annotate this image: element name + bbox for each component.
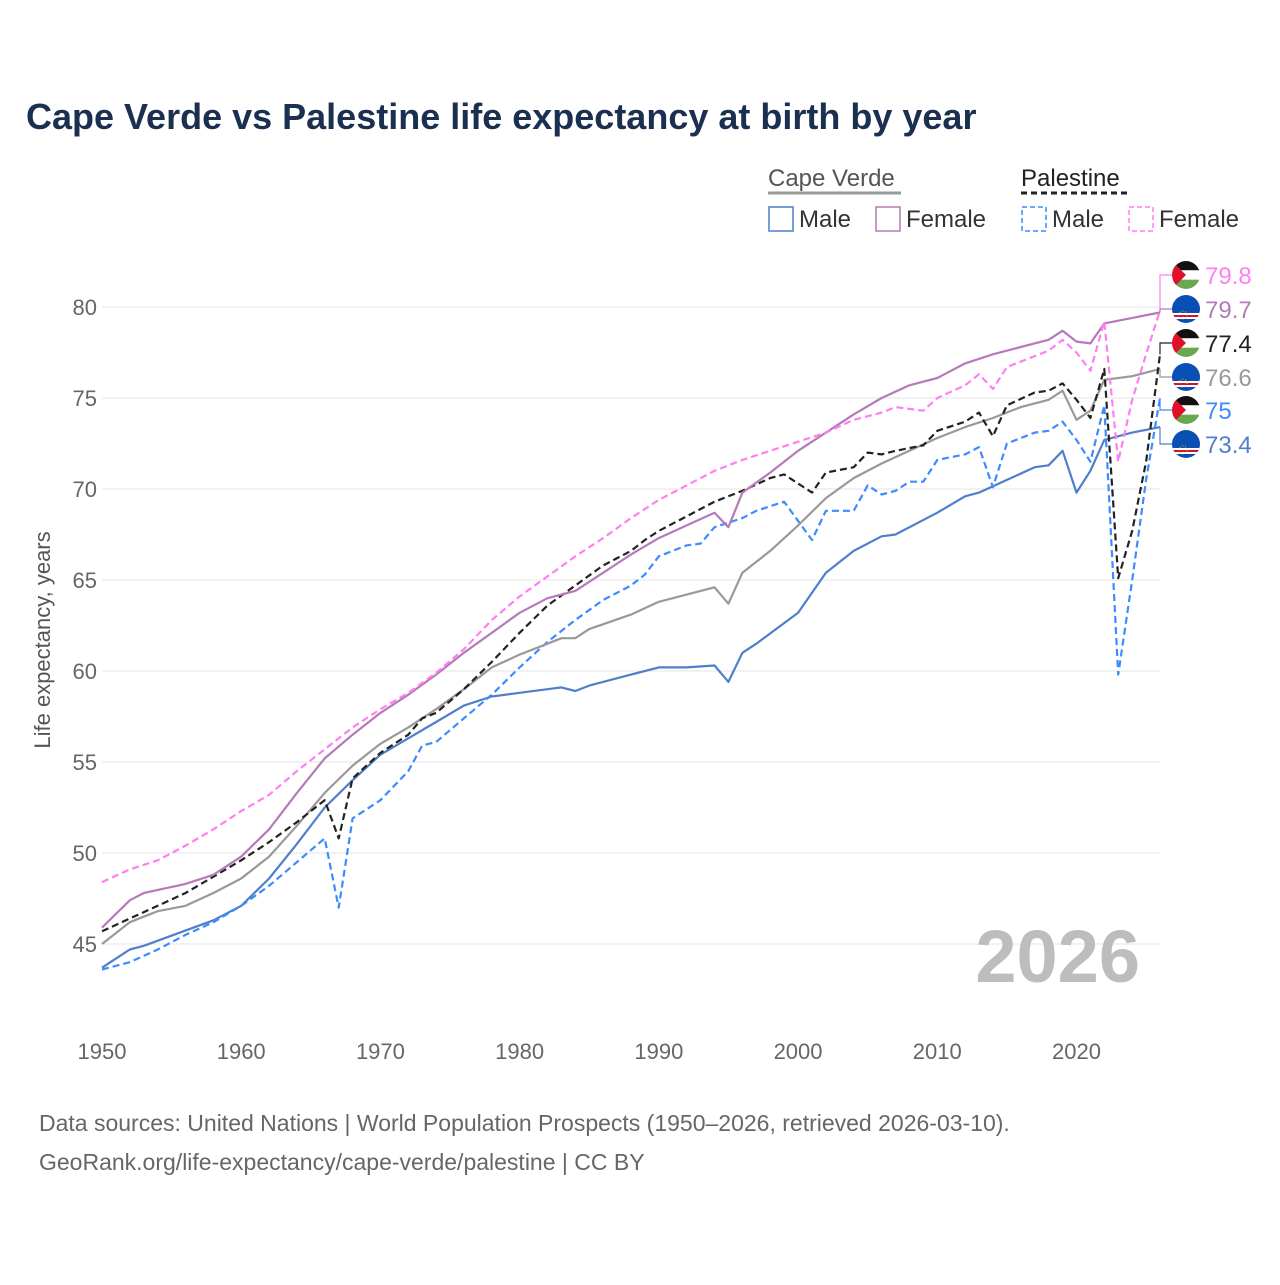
x-axis-ticks: 1950 1960 1970 1980 1990 2000 2010 2020 — [78, 1039, 1101, 1064]
x-tick-label: 1970 — [356, 1039, 405, 1064]
end-value-label: 76.6 — [1205, 365, 1252, 392]
x-tick-label: 1980 — [495, 1039, 544, 1064]
y-tick-label: 80 — [73, 295, 97, 320]
legend-label-cv-female: Female — [906, 206, 986, 233]
y-tick-label: 70 — [73, 477, 97, 502]
footer-url[interactable]: GeoRank.org/life-expectancy/cape-verde/p… — [39, 1149, 645, 1175]
x-tick-label: 1990 — [634, 1039, 683, 1064]
x-tick-label: 1950 — [78, 1039, 127, 1064]
footer-sources: Data sources: United Nations | World Pop… — [39, 1110, 1010, 1136]
end-label-connector — [1159, 427, 1172, 445]
end-value-label: 77.4 — [1205, 331, 1252, 358]
y-tick-label: 60 — [73, 659, 97, 684]
cape-verde-flag-icon — [1172, 430, 1200, 458]
end-label-connector — [1159, 398, 1172, 411]
end-label-connector — [1159, 308, 1172, 313]
x-tick-label: 2020 — [1052, 1039, 1101, 1064]
palestine-flag-icon — [1172, 261, 1200, 289]
series-line-cape-verde — [101, 367, 1161, 945]
legend-label-pal-female: Female — [1159, 206, 1239, 233]
palestine-flag-icon — [1172, 396, 1200, 424]
legend-swatch-cv-female — [875, 206, 901, 232]
legend-swatch-pal-male — [1021, 206, 1047, 232]
end-label-connector — [1159, 342, 1172, 355]
legend-label-cv-male: Male — [799, 206, 851, 233]
legend: Cape Verde Male Female Palestine Male Fe… — [768, 165, 1239, 233]
y-tick-label: 55 — [73, 750, 97, 775]
x-tick-label: 2000 — [774, 1039, 823, 1064]
series-line-cape-verde-female — [101, 311, 1161, 929]
end-label-connector — [1159, 368, 1172, 378]
legend-group-cape-verde: Cape Verde — [768, 165, 895, 192]
series-line-cape-verde-male — [101, 426, 1161, 969]
x-tick-label: 2010 — [913, 1039, 962, 1064]
series-line-palestine-male — [101, 397, 1162, 971]
series-line-palestine — [101, 354, 1162, 933]
end-labels: 79.8 79.7 77.4 76.6 75 73.4 — [1159, 261, 1252, 459]
y-axis-ticks: 45 50 55 60 65 70 75 80 — [73, 295, 97, 957]
legend-swatch-pal-female — [1128, 206, 1154, 232]
y-tick-label: 65 — [73, 568, 97, 593]
legend-group-palestine: Palestine — [1021, 165, 1120, 192]
series-line-palestine-female — [101, 310, 1162, 884]
legend-swatch-cv-male — [768, 206, 794, 232]
series-lines — [101, 310, 1162, 971]
grid — [102, 306, 1160, 945]
y-tick-label: 50 — [73, 841, 97, 866]
end-label-connector — [1159, 274, 1172, 311]
x-tick-label: 1960 — [217, 1039, 266, 1064]
y-axis-label: Life expectancy, years — [30, 531, 55, 748]
legend-label-pal-male: Male — [1052, 206, 1104, 233]
cape-verde-flag-icon — [1172, 295, 1200, 323]
end-value-label: 73.4 — [1205, 432, 1252, 459]
y-tick-label: 75 — [73, 386, 97, 411]
year-watermark: 2026 — [975, 915, 1140, 998]
chart-title: Cape Verde vs Palestine life expectancy … — [26, 96, 976, 137]
cape-verde-flag-icon — [1172, 363, 1200, 391]
end-value-label: 79.8 — [1205, 263, 1252, 290]
end-value-label: 79.7 — [1205, 297, 1252, 324]
y-tick-label: 45 — [73, 932, 97, 957]
palestine-flag-icon — [1172, 329, 1200, 357]
end-value-label: 75 — [1205, 398, 1232, 425]
